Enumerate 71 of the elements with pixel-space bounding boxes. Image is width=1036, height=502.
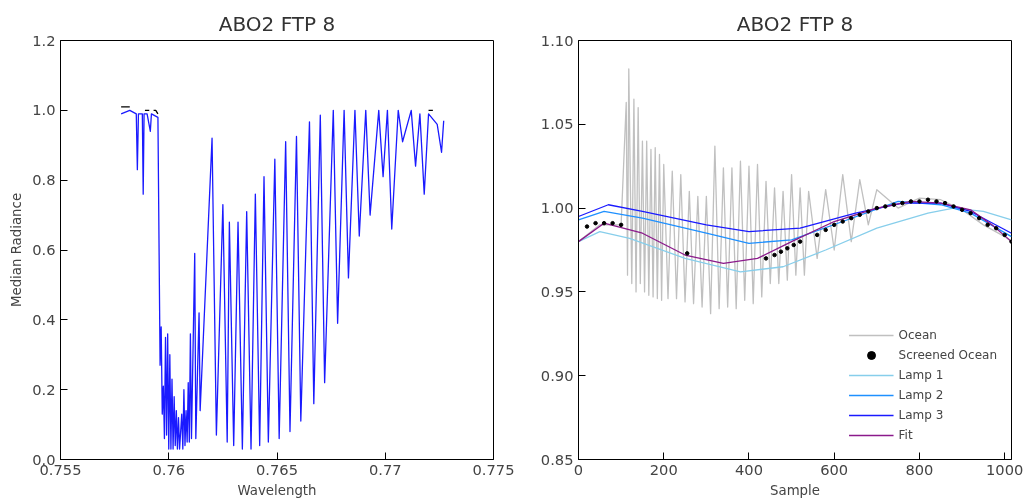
point — [976, 215, 982, 221]
y-tick-label: 0.95 — [540, 282, 574, 300]
y-tick-label: 0.85 — [540, 450, 574, 468]
point — [849, 215, 854, 221]
x-tick-label: 800 — [905, 460, 934, 478]
point — [857, 212, 863, 218]
point — [968, 210, 973, 216]
point — [951, 204, 956, 209]
point — [785, 246, 790, 251]
y-tick-label: 0.4 — [32, 310, 56, 328]
x-tick-label: 400 — [734, 460, 763, 478]
x-tick-label: 0 — [573, 460, 584, 478]
y-tick-label: 0.90 — [540, 366, 574, 384]
x-tick-label: 0.76 — [152, 460, 186, 478]
line-series — [578, 200, 1012, 244]
x-tick-label: 0.775 — [472, 460, 515, 478]
x-tick-label: 0.765 — [256, 460, 298, 478]
point — [993, 225, 999, 231]
chart-title: ABO2 FTP 8 — [736, 11, 854, 36]
line-series — [120, 109, 445, 450]
legend-label: Screened Ocean — [898, 348, 997, 362]
point — [866, 209, 871, 214]
y-tick-label: 1.05 — [540, 115, 574, 133]
point — [900, 200, 905, 206]
x-tick-label: 200 — [649, 460, 678, 478]
legend-label: Fit — [898, 428, 914, 442]
y-tick-label: 1.0 — [32, 101, 56, 119]
point — [942, 200, 948, 206]
point — [814, 232, 820, 238]
y-tick-label: 0.6 — [32, 241, 56, 258]
point — [584, 224, 590, 229]
legend-label: Lamp 1 — [898, 368, 944, 382]
point — [772, 252, 777, 258]
point — [883, 204, 888, 209]
point — [791, 242, 796, 248]
point — [925, 197, 931, 202]
x-tick-label: 0.77 — [368, 460, 402, 478]
legend-label: Ocean — [898, 328, 937, 342]
point — [1002, 232, 1007, 238]
point — [908, 199, 914, 204]
point — [934, 199, 939, 204]
point — [797, 239, 803, 244]
point — [684, 251, 690, 256]
point — [891, 202, 897, 207]
chart-title: ABO2 FTP 8 — [218, 11, 336, 36]
y-tick-label: 1.10 — [540, 31, 574, 49]
y-tick-label: 0.8 — [32, 171, 56, 189]
point — [874, 205, 880, 211]
point — [618, 222, 624, 228]
y-tick-label: 0.2 — [32, 380, 56, 398]
point — [593, 220, 598, 226]
point — [823, 227, 828, 233]
point — [601, 220, 607, 226]
point — [610, 220, 615, 226]
legend-label: Lamp 2 — [898, 388, 944, 402]
point — [917, 199, 922, 204]
x-tick-label: 1000 — [986, 460, 1024, 478]
line-series — [578, 200, 1012, 265]
point — [763, 256, 769, 261]
y-tick-label: 1.2 — [32, 31, 56, 49]
point — [840, 219, 845, 224]
point — [985, 222, 990, 228]
x-axis-title: Sample — [770, 482, 820, 498]
legend-label: Lamp 3 — [898, 408, 944, 422]
point — [778, 249, 784, 254]
point — [831, 222, 837, 228]
y-tick-label: 1.00 — [540, 199, 574, 217]
x-tick-label: 600 — [820, 460, 849, 478]
y-axis-title: Median Radiance — [9, 192, 25, 308]
x-axis-title: Wavelength — [237, 482, 317, 498]
point — [959, 207, 965, 213]
